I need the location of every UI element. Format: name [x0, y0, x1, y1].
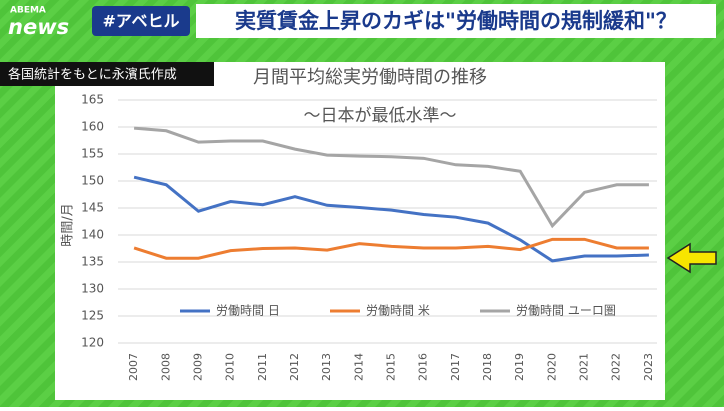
y-tick-label: 165 — [81, 93, 104, 107]
x-tick-label: 2013 — [320, 353, 333, 381]
chart-title: 月間平均総実労働時間の推移 — [253, 67, 487, 88]
x-tick-label: 2017 — [449, 353, 462, 381]
x-tick-label: 2019 — [513, 353, 526, 381]
x-tick-label: 2023 — [642, 353, 655, 381]
plot: 120 125 130 135 140 145 150 155 160 165 2007 2008 20… — [81, 93, 657, 381]
x-tick-label: 2007 — [127, 353, 140, 381]
y-tick-label: 125 — [81, 309, 104, 323]
y-tick-label: 135 — [81, 255, 104, 269]
chart-panel — [55, 62, 665, 400]
hashtag-box — [92, 6, 190, 36]
x-tick-label: 2009 — [191, 353, 204, 381]
source-box — [0, 62, 214, 86]
hashtag: #アベヒル — [102, 12, 179, 31]
y-tick-label: 155 — [81, 147, 104, 161]
title-box — [196, 4, 716, 38]
y-tick-label: 130 — [81, 282, 104, 296]
source-note: 各国統計をもとに永濱氏作成 — [8, 67, 177, 83]
legend-label: 労働時間 日 — [216, 304, 280, 318]
x-tick-label: 2018 — [481, 353, 494, 381]
logo-top: ABEMA — [10, 6, 46, 16]
x-tick-label: 2011 — [256, 353, 269, 381]
x-tick-label: 2008 — [159, 353, 172, 381]
y-tick-label: 140 — [81, 228, 104, 242]
y-tick-label: 160 — [81, 120, 104, 134]
y-tick-label: 145 — [81, 201, 104, 215]
x-tick-label: 2012 — [288, 353, 301, 381]
legend-label: 労働時間 ユーロ圏 — [516, 304, 616, 318]
logo: news — [8, 15, 69, 39]
headline: 実質賃金上昇のカギは"労働時間の規制緩和"？ — [235, 9, 677, 33]
line-series — [133, 175, 649, 263]
line-series — [133, 237, 649, 260]
y-tick-label: 120 — [81, 336, 104, 350]
x-tick-label: 2022 — [610, 353, 623, 381]
chart-subtitle: 〜日本が最低水準〜 — [304, 106, 457, 126]
x-tick-label: 2020 — [545, 353, 558, 381]
x-tick-label: 2015 — [385, 353, 398, 381]
y-tick-label: 150 — [81, 174, 104, 188]
x-tick-label: 2021 — [578, 353, 591, 381]
arrow — [666, 242, 717, 274]
y-axis-label: 時間/月 — [61, 203, 76, 246]
legend-label: 労働時間 米 — [366, 304, 430, 318]
x-tick-label: 2010 — [224, 353, 237, 381]
x-tick-label: 2016 — [417, 353, 430, 381]
x-tick-label: 2014 — [352, 353, 365, 381]
line-series — [133, 126, 649, 229]
